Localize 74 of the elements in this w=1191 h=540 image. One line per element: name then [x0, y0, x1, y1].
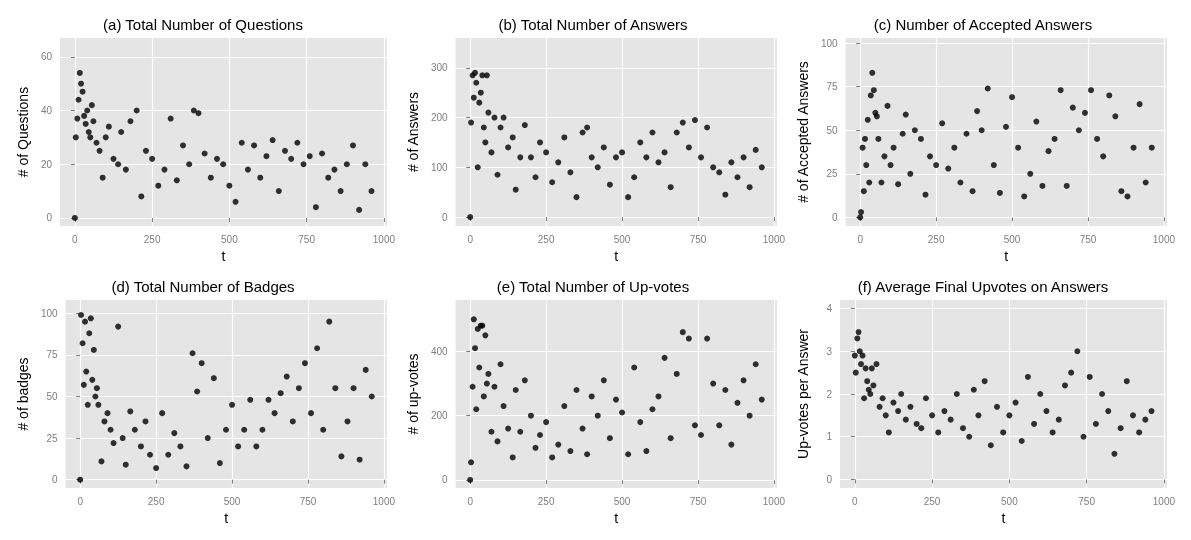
- x-tick-label: 0: [857, 233, 864, 245]
- y-axis-title: # of Questions: [15, 86, 31, 178]
- y-tick-label: 400: [430, 345, 449, 357]
- y-tick-label: 60: [40, 51, 53, 63]
- x-tick-label: 500: [1001, 495, 1019, 507]
- x-tick-label: 250: [147, 495, 165, 507]
- y-tick-label: 300: [430, 62, 449, 74]
- y-tick-label: 100: [40, 307, 59, 319]
- y-tick-label: 40: [40, 105, 53, 117]
- x-tick-label: 0: [77, 495, 84, 507]
- x-axis-title: t: [1004, 247, 1009, 264]
- chart-title: (a) Total Number of Questions: [103, 16, 303, 33]
- x-tick-label: 1000: [1152, 233, 1176, 245]
- x-tick-label: 500: [221, 233, 239, 245]
- chart-title: (d) Total Number of Badges: [111, 278, 295, 295]
- x-tick-label: 500: [613, 233, 631, 245]
- chart-title: (c) Number of Accepted Answers: [873, 16, 1093, 33]
- x-axis-title: t: [614, 509, 619, 526]
- x-axis-title: t: [1001, 509, 1006, 526]
- y-tick-label: 0: [442, 211, 449, 223]
- x-tick-label: 250: [927, 233, 945, 245]
- y-tick-label: 0: [832, 211, 839, 223]
- x-tick-label: 750: [298, 233, 316, 245]
- y-tick-label: 100: [820, 37, 839, 49]
- y-tick-label: 0: [52, 474, 59, 486]
- x-axis-title: t: [224, 509, 229, 526]
- y-tick-label: 100: [430, 161, 449, 173]
- y-tick-label: 1: [826, 431, 833, 443]
- x-axis-title: t: [614, 247, 619, 264]
- y-tick-label: 0: [442, 474, 449, 486]
- x-tick-label: 250: [537, 495, 555, 507]
- x-tick-label: 750: [689, 233, 707, 245]
- y-tick-label: 25: [826, 168, 839, 180]
- x-tick-label: 500: [613, 495, 631, 507]
- x-tick-label: 0: [852, 495, 859, 507]
- y-axis-title: # of badges: [15, 357, 31, 431]
- y-axis-title: Up-votes per Answer: [795, 328, 811, 459]
- x-tick-label: 0: [467, 495, 474, 507]
- x-tick-label: 0: [467, 233, 474, 245]
- x-tick-label: 750: [1078, 495, 1096, 507]
- x-tick-label: 500: [223, 495, 241, 507]
- y-tick-label: 20: [40, 158, 53, 170]
- y-tick-label: 2: [826, 388, 833, 400]
- y-tick-label: 25: [46, 432, 59, 444]
- x-axis-title: t: [221, 247, 226, 264]
- y-axis-title: # of up-votes: [405, 353, 421, 435]
- x-tick-label: 1000: [762, 495, 786, 507]
- x-tick-label: 750: [299, 495, 317, 507]
- y-tick-label: 75: [826, 81, 839, 93]
- chart-title: (f) Average Final Upvotes on Answers: [857, 278, 1109, 295]
- x-tick-label: 1000: [762, 233, 786, 245]
- x-tick-label: 1000: [372, 233, 396, 245]
- y-tick-label: 75: [46, 349, 59, 361]
- y-tick-label: 0: [46, 212, 53, 224]
- y-tick-label: 200: [430, 112, 449, 124]
- y-axis-title: # of Accepted Answers: [795, 61, 811, 203]
- chart-title: (b) Total Number of Answers: [498, 16, 688, 33]
- x-tick-label: 500: [1003, 233, 1021, 245]
- y-tick-label: 0: [826, 473, 833, 485]
- x-tick-label: 250: [537, 233, 555, 245]
- y-tick-label: 200: [430, 410, 449, 422]
- x-tick-label: 0: [72, 233, 79, 245]
- x-tick-label: 1000: [372, 495, 396, 507]
- x-tick-label: 250: [923, 495, 941, 507]
- y-tick-label: 3: [826, 345, 833, 357]
- x-tick-label: 750: [689, 495, 707, 507]
- y-axis-title: # of Answers: [405, 91, 421, 173]
- y-tick-label: 4: [826, 303, 833, 315]
- x-tick-label: 250: [143, 233, 161, 245]
- x-tick-label: 1000: [1152, 495, 1176, 507]
- y-tick-label: 50: [46, 391, 59, 402]
- chart-title: (e) Total Number of Up-votes: [496, 278, 690, 295]
- x-tick-label: 750: [1079, 233, 1097, 245]
- y-tick-label: 50: [826, 124, 839, 136]
